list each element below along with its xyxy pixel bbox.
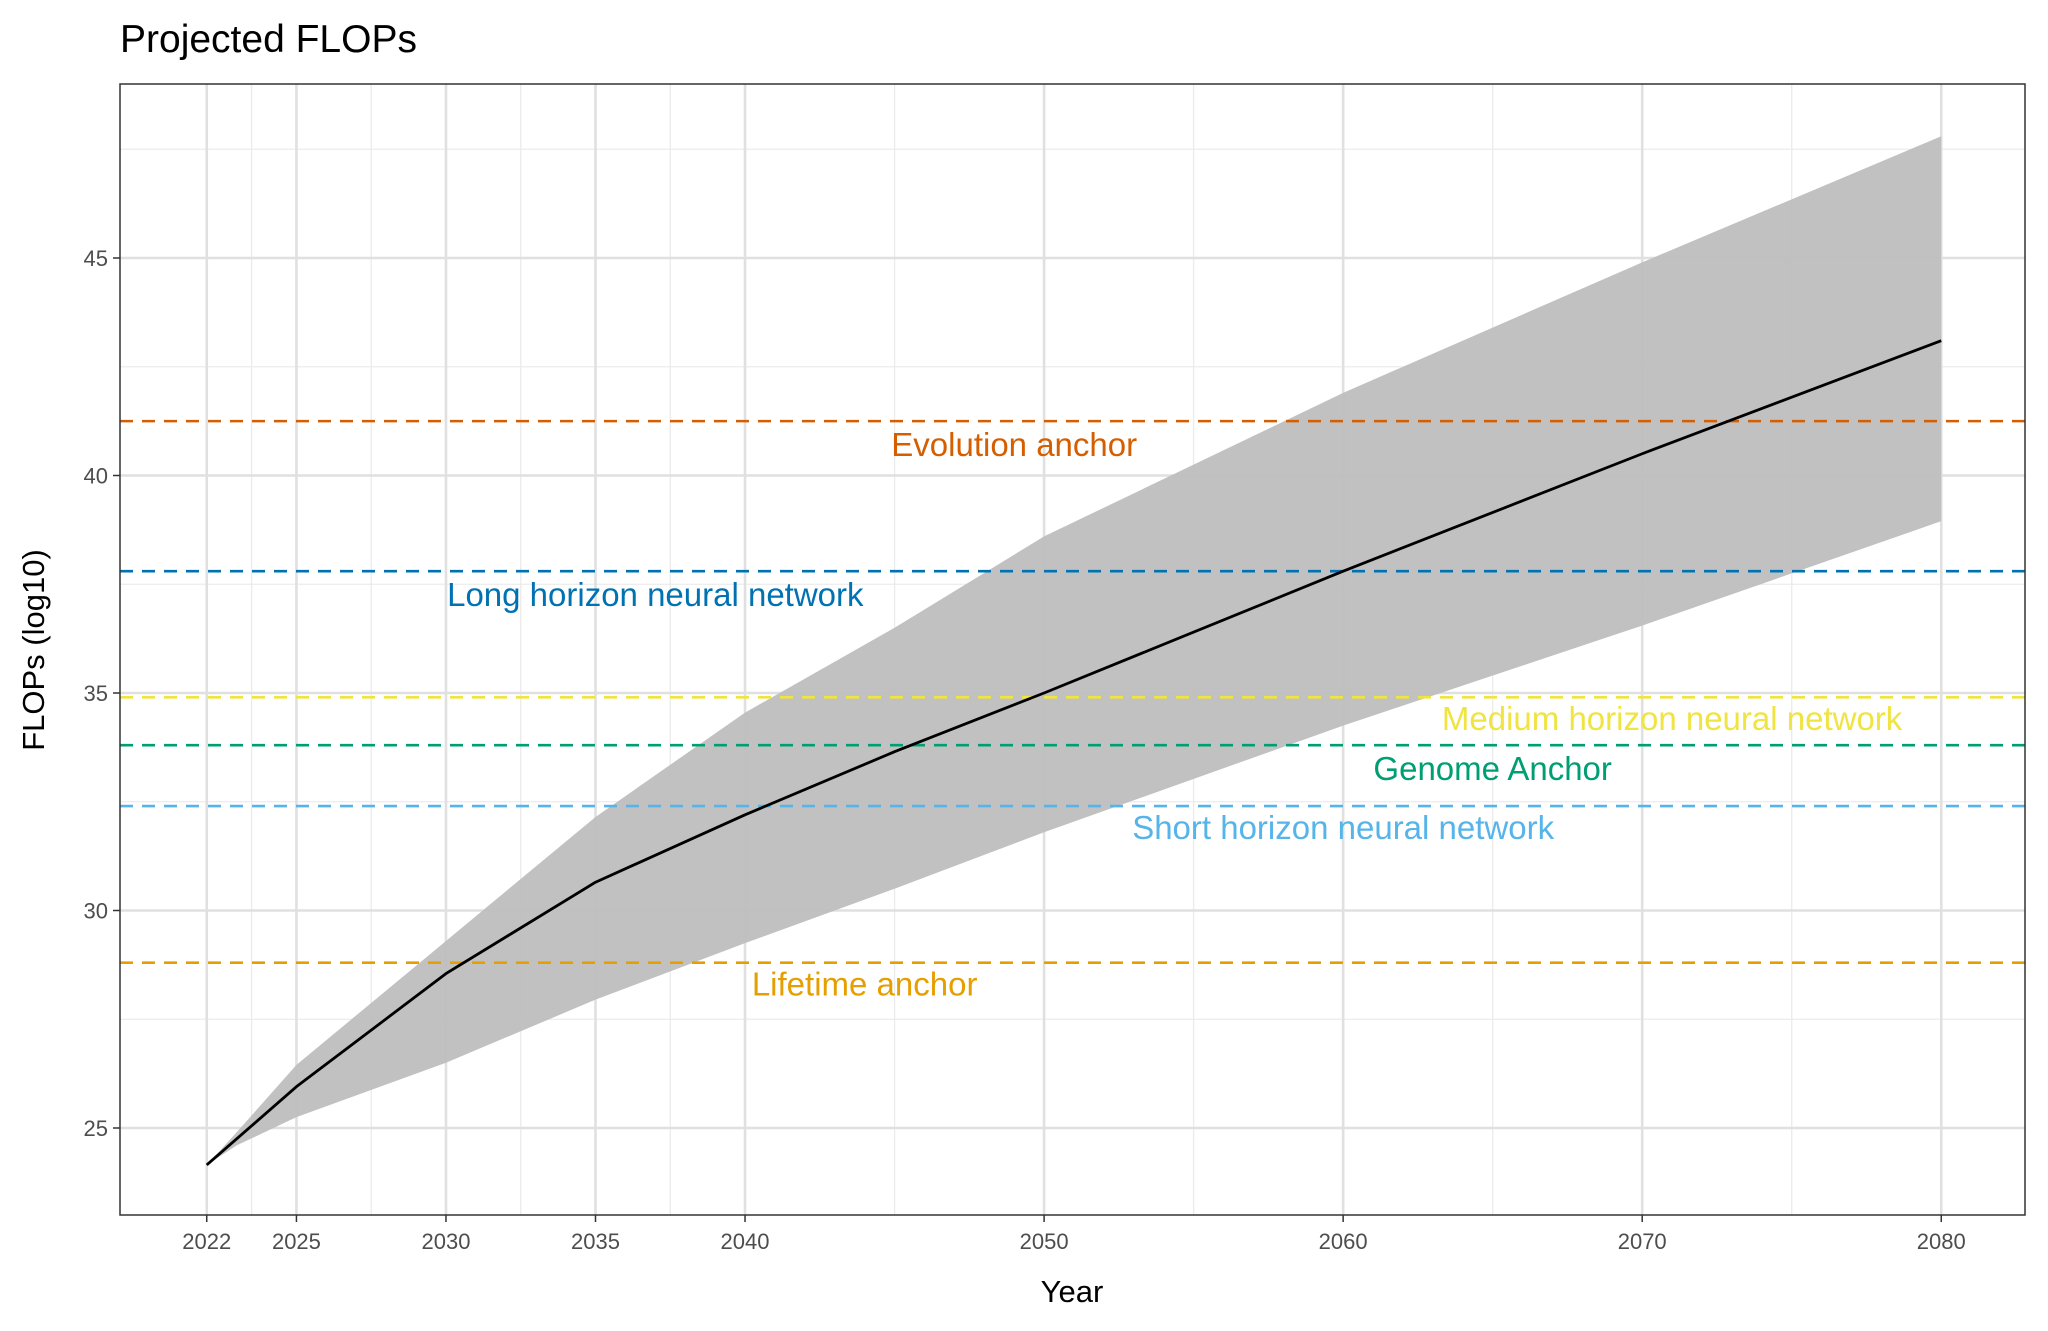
x-tick-label: 2022: [182, 1229, 231, 1254]
y-tick-label: 40: [84, 464, 108, 489]
plot-border: [119, 83, 2026, 1216]
reference-label: Genome Anchor: [1373, 750, 1611, 787]
y-tick-label: 25: [84, 1116, 108, 1141]
x-tick-label: 2070: [1618, 1229, 1667, 1254]
x-tick-label: 2035: [571, 1229, 620, 1254]
x-tick-label: 2080: [1917, 1229, 1966, 1254]
uncertainty-band: [206, 136, 1942, 1165]
reference-lines: [120, 419, 2025, 965]
reference-label: Evolution anchor: [891, 426, 1137, 463]
y-tick-label: 35: [84, 681, 108, 706]
chart-title: Projected FLOPs: [120, 18, 417, 61]
median-line: [205, 339, 1942, 1167]
x-tick-label: 2060: [1319, 1229, 1368, 1254]
band: [206, 136, 1942, 1165]
x-tick-label: 2030: [421, 1229, 470, 1254]
x-axis: 2022 2025 2030 2035 2040 2050 2060 2070 2080: [182, 1215, 1966, 1254]
y-tick-label: 45: [84, 246, 108, 271]
x-tick-label: 2050: [1020, 1229, 1069, 1254]
reference-label: Short horizon neural network: [1132, 809, 1554, 846]
annotations: Evolution anchor Long horizon neural netw…: [447, 426, 1903, 1002]
x-tick-label: 2025: [272, 1229, 321, 1254]
x-tick-label: 2040: [721, 1229, 770, 1254]
reference-label: Lifetime anchor: [752, 965, 978, 1002]
y-axis-label: FLOPs (log10): [16, 549, 51, 751]
median-projection: [205, 339, 1942, 1167]
y-tick-label: 30: [84, 899, 108, 924]
reference-label: Medium horizon neural network: [1442, 700, 1903, 737]
reference-label: Long horizon neural network: [447, 576, 864, 613]
x-axis-label: Year: [1041, 1274, 1104, 1309]
y-axis: 25 30 35 40 45: [84, 246, 120, 1141]
